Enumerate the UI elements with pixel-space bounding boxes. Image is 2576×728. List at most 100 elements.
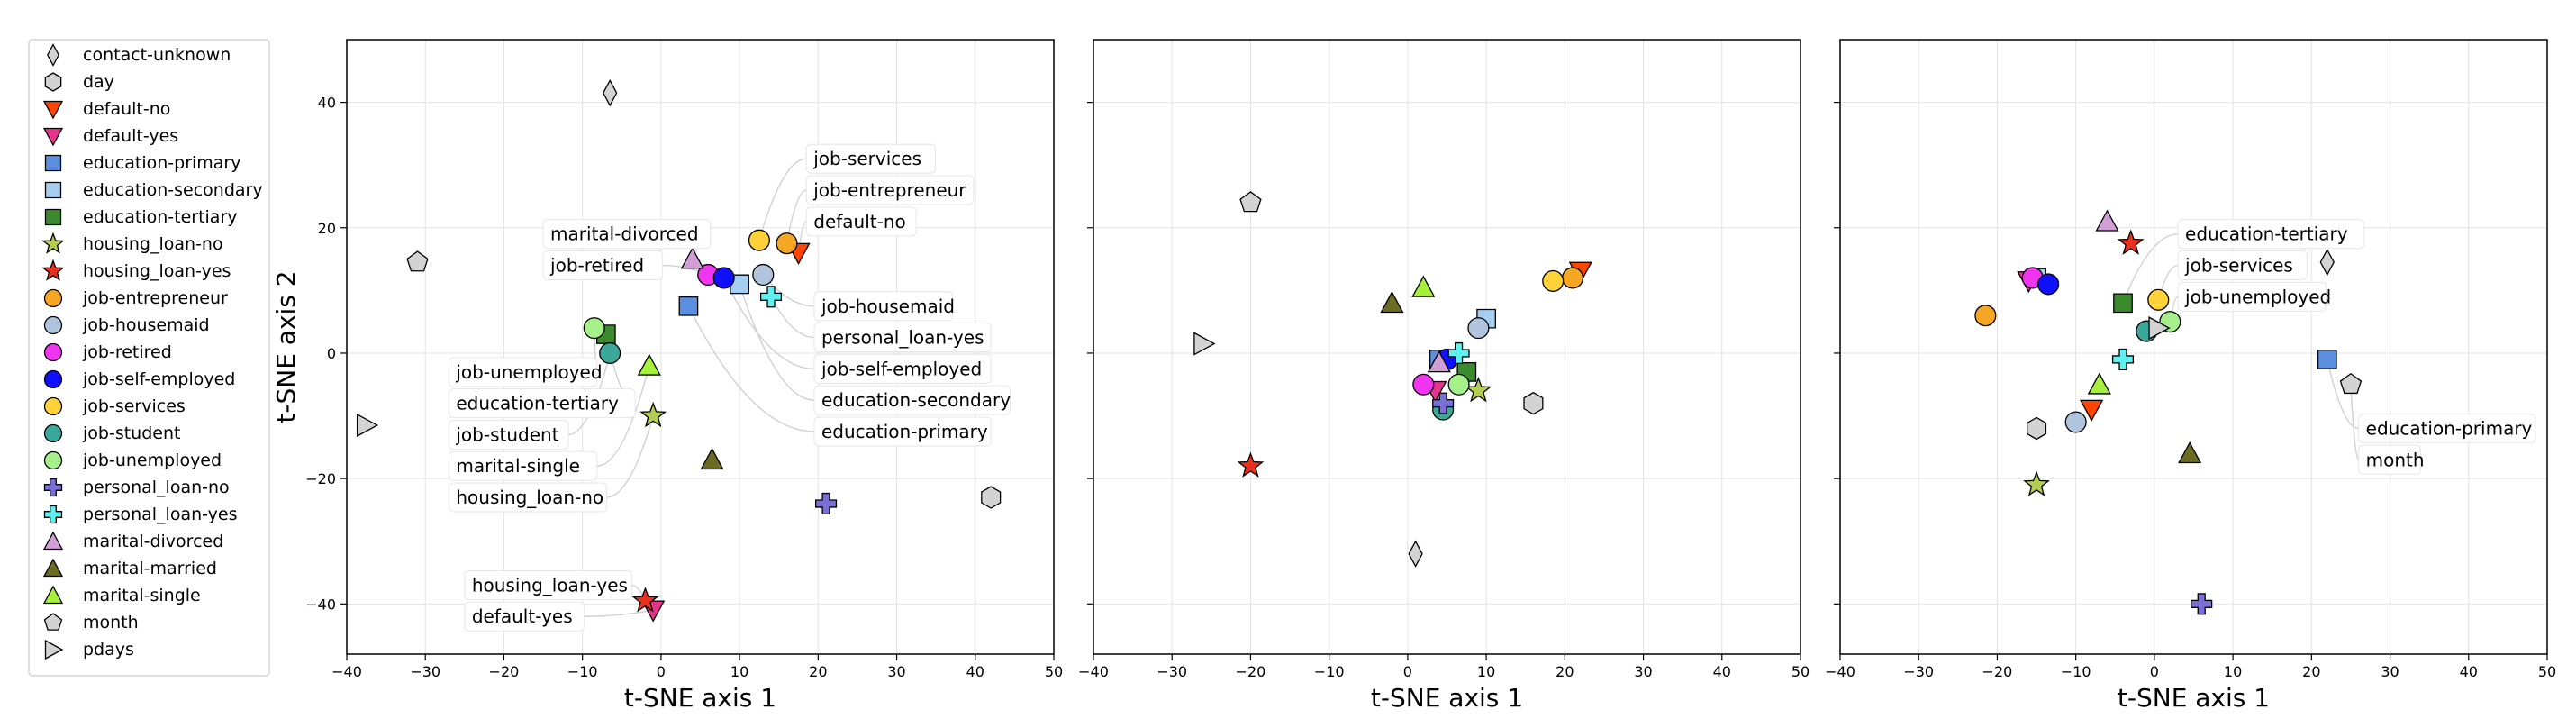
x-tick-label: −20 bbox=[1236, 663, 1266, 680]
point-job-entrepreneur bbox=[1562, 267, 1584, 289]
x-axis-label: t-SNE axis 1 bbox=[624, 683, 776, 713]
annotation-connector bbox=[687, 305, 814, 432]
legend-label: job-unemployed bbox=[82, 450, 222, 470]
legend-label: marital-single bbox=[83, 586, 201, 605]
x-tick-label: 20 bbox=[2302, 663, 2320, 680]
x-tick-label: 10 bbox=[730, 663, 748, 680]
point-marital-divorced bbox=[1427, 350, 1451, 373]
annotation-box bbox=[542, 219, 712, 250]
legend-marker-job-student bbox=[43, 423, 63, 443]
x-tick-label: −40 bbox=[1078, 663, 1109, 680]
legend-label: marital-divorced bbox=[83, 532, 223, 551]
x-tick-label: 0 bbox=[2150, 663, 2159, 680]
point-job-unemployed bbox=[583, 317, 605, 340]
point-marital-married bbox=[1380, 290, 1404, 314]
point-education-primary bbox=[678, 296, 699, 316]
point-personal-loan-no bbox=[815, 492, 838, 515]
point-personal-loan-yes bbox=[1447, 341, 1470, 365]
annotation-label: job-unemployed bbox=[2184, 286, 2331, 307]
annotation-label: job-services bbox=[812, 148, 921, 169]
legend-marker-marital-single bbox=[42, 585, 64, 605]
annotation-label: job-entrepreneur bbox=[812, 179, 966, 201]
annotation-box bbox=[464, 569, 632, 600]
annotation-connector bbox=[723, 278, 814, 370]
x-tick-label: 20 bbox=[1556, 663, 1574, 680]
legend-label: housing_loan-no bbox=[83, 234, 223, 254]
annotation-box bbox=[805, 143, 936, 174]
subplot-2: −40 −30 −20 −10 0 10 20 30 40 50 t-SNE axis 1 bbox=[1078, 39, 1810, 713]
legend-label: marital-married bbox=[83, 559, 217, 578]
x-tick-label: −10 bbox=[2061, 663, 2091, 680]
legend-marker-job-retired bbox=[43, 342, 63, 362]
annotation-box bbox=[448, 388, 636, 419]
x-tick-label: −40 bbox=[1825, 663, 1855, 680]
x-tick-label: 0 bbox=[1403, 663, 1412, 680]
annotation-label: month bbox=[2366, 449, 2425, 470]
annotation-label: job-housemaid bbox=[821, 296, 955, 317]
point-contact-unknown bbox=[2319, 248, 2335, 277]
legend-label: education-secondary bbox=[83, 180, 263, 200]
x-tick-label: −30 bbox=[1156, 663, 1187, 680]
legend-marker-contact-unknown bbox=[47, 43, 59, 67]
legend-label: education-primary bbox=[83, 153, 241, 173]
point-housing-loan-no bbox=[2023, 470, 2050, 496]
point-personal-loan-yes bbox=[759, 286, 783, 308]
point-education-tertiary bbox=[2113, 293, 2133, 314]
annotation-box bbox=[448, 450, 598, 481]
legend-marker-day bbox=[44, 72, 62, 92]
y-tick-label: 0 bbox=[327, 345, 336, 362]
plot-frame bbox=[1093, 39, 1801, 655]
legend-label: personal_loan-no bbox=[83, 478, 230, 497]
point-job-student bbox=[599, 341, 621, 365]
legend-label: default-no bbox=[83, 99, 170, 119]
point-job-housemaid bbox=[2064, 411, 2087, 433]
x-tick-label: −10 bbox=[1314, 663, 1345, 680]
x-tick-label: −10 bbox=[567, 663, 598, 680]
x-tick-label: 0 bbox=[657, 663, 666, 680]
annotation-label: job-services bbox=[2184, 255, 2293, 277]
legend-label: housing_loan-yes bbox=[83, 261, 231, 281]
point-housing-loan-yes bbox=[1237, 451, 1265, 478]
legend-marker-personal-loan-yes bbox=[43, 505, 63, 524]
point-day bbox=[1523, 391, 1544, 415]
annotation-connector bbox=[758, 158, 807, 241]
legend-marker-marital-divorced bbox=[42, 531, 64, 551]
point-personal-loan-no bbox=[2191, 593, 2213, 615]
legend-label: contact-unknown bbox=[83, 45, 231, 65]
legend-marker-personal-loan-no bbox=[43, 478, 63, 497]
annotation-box bbox=[813, 416, 992, 447]
x-tick-label: −30 bbox=[410, 663, 440, 680]
annotation-label: personal_loan-yes bbox=[821, 327, 984, 349]
legend: contact-unknown day default-no default-yes e… bbox=[28, 39, 270, 677]
point-job-housemaid bbox=[1467, 317, 1490, 340]
x-tick-label: 50 bbox=[2538, 663, 2556, 680]
x-tick-label: −40 bbox=[331, 663, 362, 680]
annotation-box bbox=[2177, 281, 2327, 312]
point-job-entrepreneur bbox=[776, 232, 798, 255]
annotation-box bbox=[448, 482, 607, 513]
point-housing-loan-no bbox=[1465, 377, 1492, 403]
legend-marker-default-no bbox=[42, 100, 64, 120]
plot-frame bbox=[1839, 39, 2548, 655]
annotation-box bbox=[2358, 413, 2536, 443]
x-axis-label: t-SNE axis 1 bbox=[1371, 683, 1523, 713]
annotation-label: job-unemployed bbox=[455, 361, 602, 383]
annotation-label: default-no bbox=[813, 211, 906, 232]
annotation-label: job-student bbox=[455, 423, 558, 445]
annotation-label: education-secondary bbox=[821, 389, 1011, 411]
annotation-label: default-yes bbox=[472, 605, 573, 627]
legend-marker-housing-loan-no bbox=[41, 232, 65, 254]
legend-marker-default-yes bbox=[42, 127, 64, 147]
x-tick-label: 30 bbox=[2381, 663, 2399, 680]
annotation-label: job-self-employed bbox=[821, 358, 982, 379]
legend-marker-job-entrepreneur bbox=[43, 288, 63, 308]
x-tick-label: 10 bbox=[2224, 663, 2242, 680]
annotation-label: housing_loan-yes bbox=[472, 574, 628, 596]
annotation-box bbox=[813, 291, 954, 322]
y-axis-label: t-SNE axis 2 bbox=[271, 270, 301, 423]
y-tick-label: 40 bbox=[318, 95, 336, 112]
legend-marker-month bbox=[43, 613, 63, 631]
point-job-retired bbox=[1412, 373, 1435, 396]
annotation-label: marital-divorced bbox=[550, 223, 699, 245]
